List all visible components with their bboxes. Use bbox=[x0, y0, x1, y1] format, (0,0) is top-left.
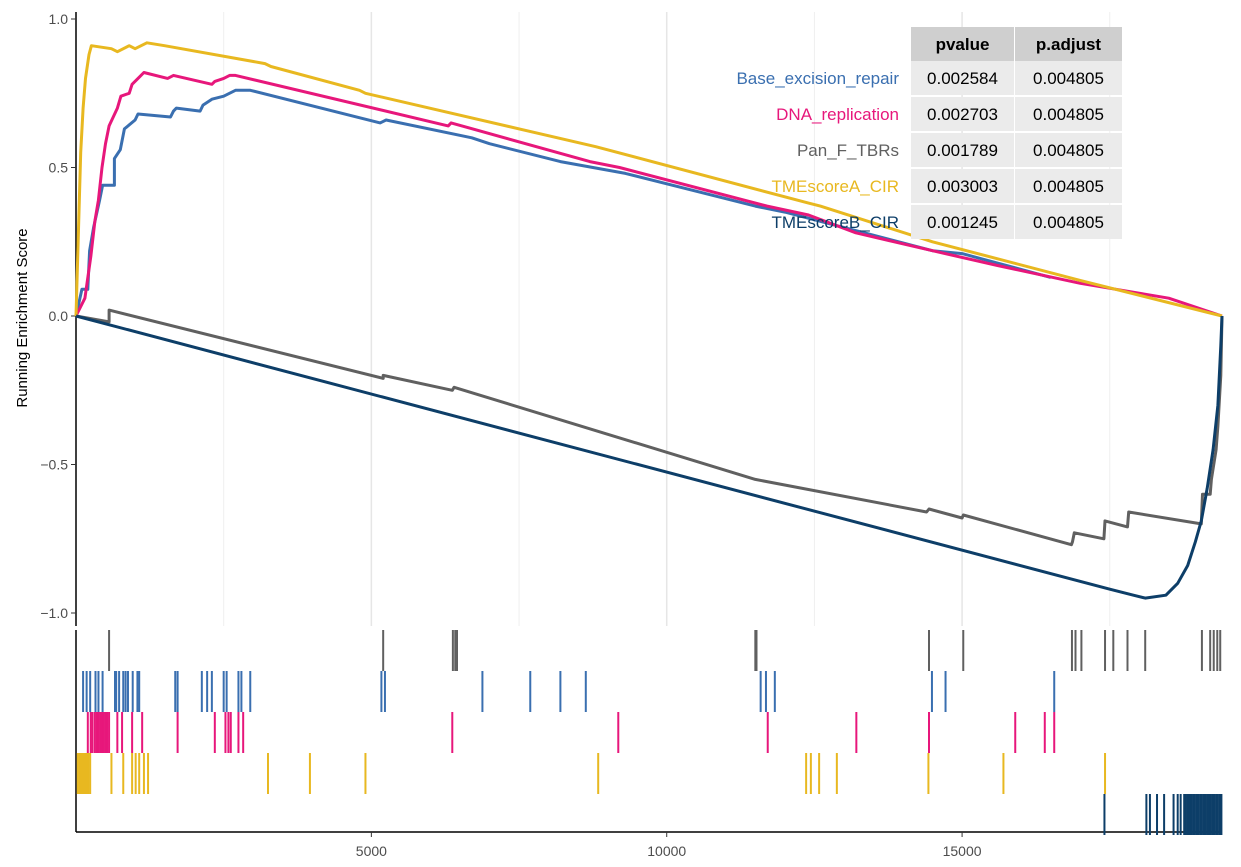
table-cell-bg bbox=[911, 205, 1014, 239]
series-line-dna-replication bbox=[74, 71, 1223, 318]
table-cell-bg bbox=[911, 133, 1014, 167]
table-row-label: TMEscoreB_CIR bbox=[771, 213, 899, 232]
table-header-cell bbox=[911, 27, 1014, 61]
x-tick-label: 10000 bbox=[647, 843, 686, 859]
table-cell-pvalue: 0.002703 bbox=[927, 105, 998, 124]
table-row-label: TMEscoreA_CIR bbox=[771, 177, 899, 196]
table-cell-bg bbox=[1015, 97, 1122, 131]
table-cell-pvalue: 0.003003 bbox=[927, 177, 998, 196]
table-cell-padjust: 0.004805 bbox=[1033, 105, 1104, 124]
table-cell-bg bbox=[1015, 205, 1122, 239]
table-cell-pvalue: 0.001789 bbox=[927, 141, 998, 160]
y-tick-label: −1.0 bbox=[40, 605, 68, 621]
table-cell-bg bbox=[1015, 169, 1122, 203]
series-line-base-excision-repair bbox=[74, 88, 1052, 317]
y-tick-label: 1.0 bbox=[49, 11, 69, 27]
table-cell-bg bbox=[911, 97, 1014, 131]
table-cell-pvalue: 0.001245 bbox=[927, 213, 998, 232]
table-header-cell bbox=[1015, 27, 1122, 61]
y-axis-ticks: 1.0 0.5 0.0 −0.5 −1.0 bbox=[40, 11, 76, 621]
table-row-label: DNA_replication bbox=[776, 105, 899, 124]
hit-rug-panel bbox=[76, 630, 1223, 835]
y-tick-label: 0.0 bbox=[49, 308, 69, 324]
table-cell-padjust: 0.004805 bbox=[1033, 177, 1104, 196]
series-line-tmescoreb-cir bbox=[75, 314, 1224, 600]
table-cell-padjust: 0.004805 bbox=[1033, 213, 1104, 232]
x-tick-label: 15000 bbox=[943, 843, 982, 859]
table-cell-bg bbox=[1015, 133, 1122, 167]
y-tick-label: −0.5 bbox=[40, 457, 68, 473]
y-axis-label: Running Enrichment Score bbox=[14, 228, 31, 407]
table-cell-bg bbox=[911, 61, 1014, 95]
y-tick-label: 0.5 bbox=[49, 160, 69, 176]
axes bbox=[75, 12, 1222, 833]
series-line-tmescorea-cir bbox=[74, 41, 1223, 318]
table-row-label: Pan_F_TBRs bbox=[797, 141, 899, 160]
x-tick-label: 5000 bbox=[356, 843, 387, 859]
table-header-label: pvalue bbox=[936, 35, 990, 54]
table-cell-bg bbox=[1015, 61, 1122, 95]
table-cell-bg bbox=[911, 169, 1014, 203]
table-cell-padjust: 0.004805 bbox=[1033, 141, 1104, 160]
table-row-label: Base_excision_repair bbox=[736, 69, 899, 88]
stats-table: pvalue p.adjust 0.002584 0.004805 Base_excis… bbox=[736, 27, 1122, 239]
series-line-pan-f-tbrs bbox=[75, 308, 1224, 547]
table-header-label: p.adjust bbox=[1036, 35, 1102, 54]
table-cell-pvalue: 0.002584 bbox=[927, 69, 998, 88]
enrichment-lines bbox=[74, 41, 1224, 600]
table-cell-padjust: 0.004805 bbox=[1033, 69, 1104, 88]
x-axis-ticks: 5000 10000 15000 bbox=[356, 832, 982, 859]
